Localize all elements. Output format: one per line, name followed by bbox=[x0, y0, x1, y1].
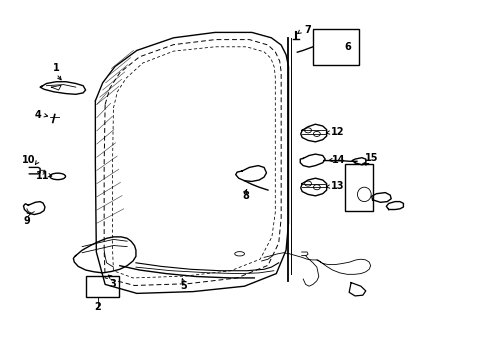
Text: 12: 12 bbox=[330, 127, 344, 138]
Bar bbox=[344, 164, 372, 211]
Text: 2: 2 bbox=[94, 302, 101, 312]
Text: 13: 13 bbox=[330, 181, 344, 192]
Text: 4: 4 bbox=[35, 110, 41, 120]
Text: 8: 8 bbox=[242, 191, 248, 201]
Bar bbox=[85, 276, 119, 297]
Text: 9: 9 bbox=[23, 216, 30, 226]
Text: 1: 1 bbox=[53, 63, 60, 73]
Text: 6: 6 bbox=[344, 42, 351, 52]
Text: 5: 5 bbox=[180, 281, 186, 291]
Text: 14: 14 bbox=[331, 155, 345, 165]
Text: 7: 7 bbox=[304, 24, 311, 35]
Text: 10: 10 bbox=[21, 155, 35, 165]
Text: 15: 15 bbox=[364, 153, 378, 163]
Text: 11: 11 bbox=[36, 171, 50, 181]
Bar bbox=[312, 29, 359, 65]
Text: 3: 3 bbox=[109, 279, 116, 289]
